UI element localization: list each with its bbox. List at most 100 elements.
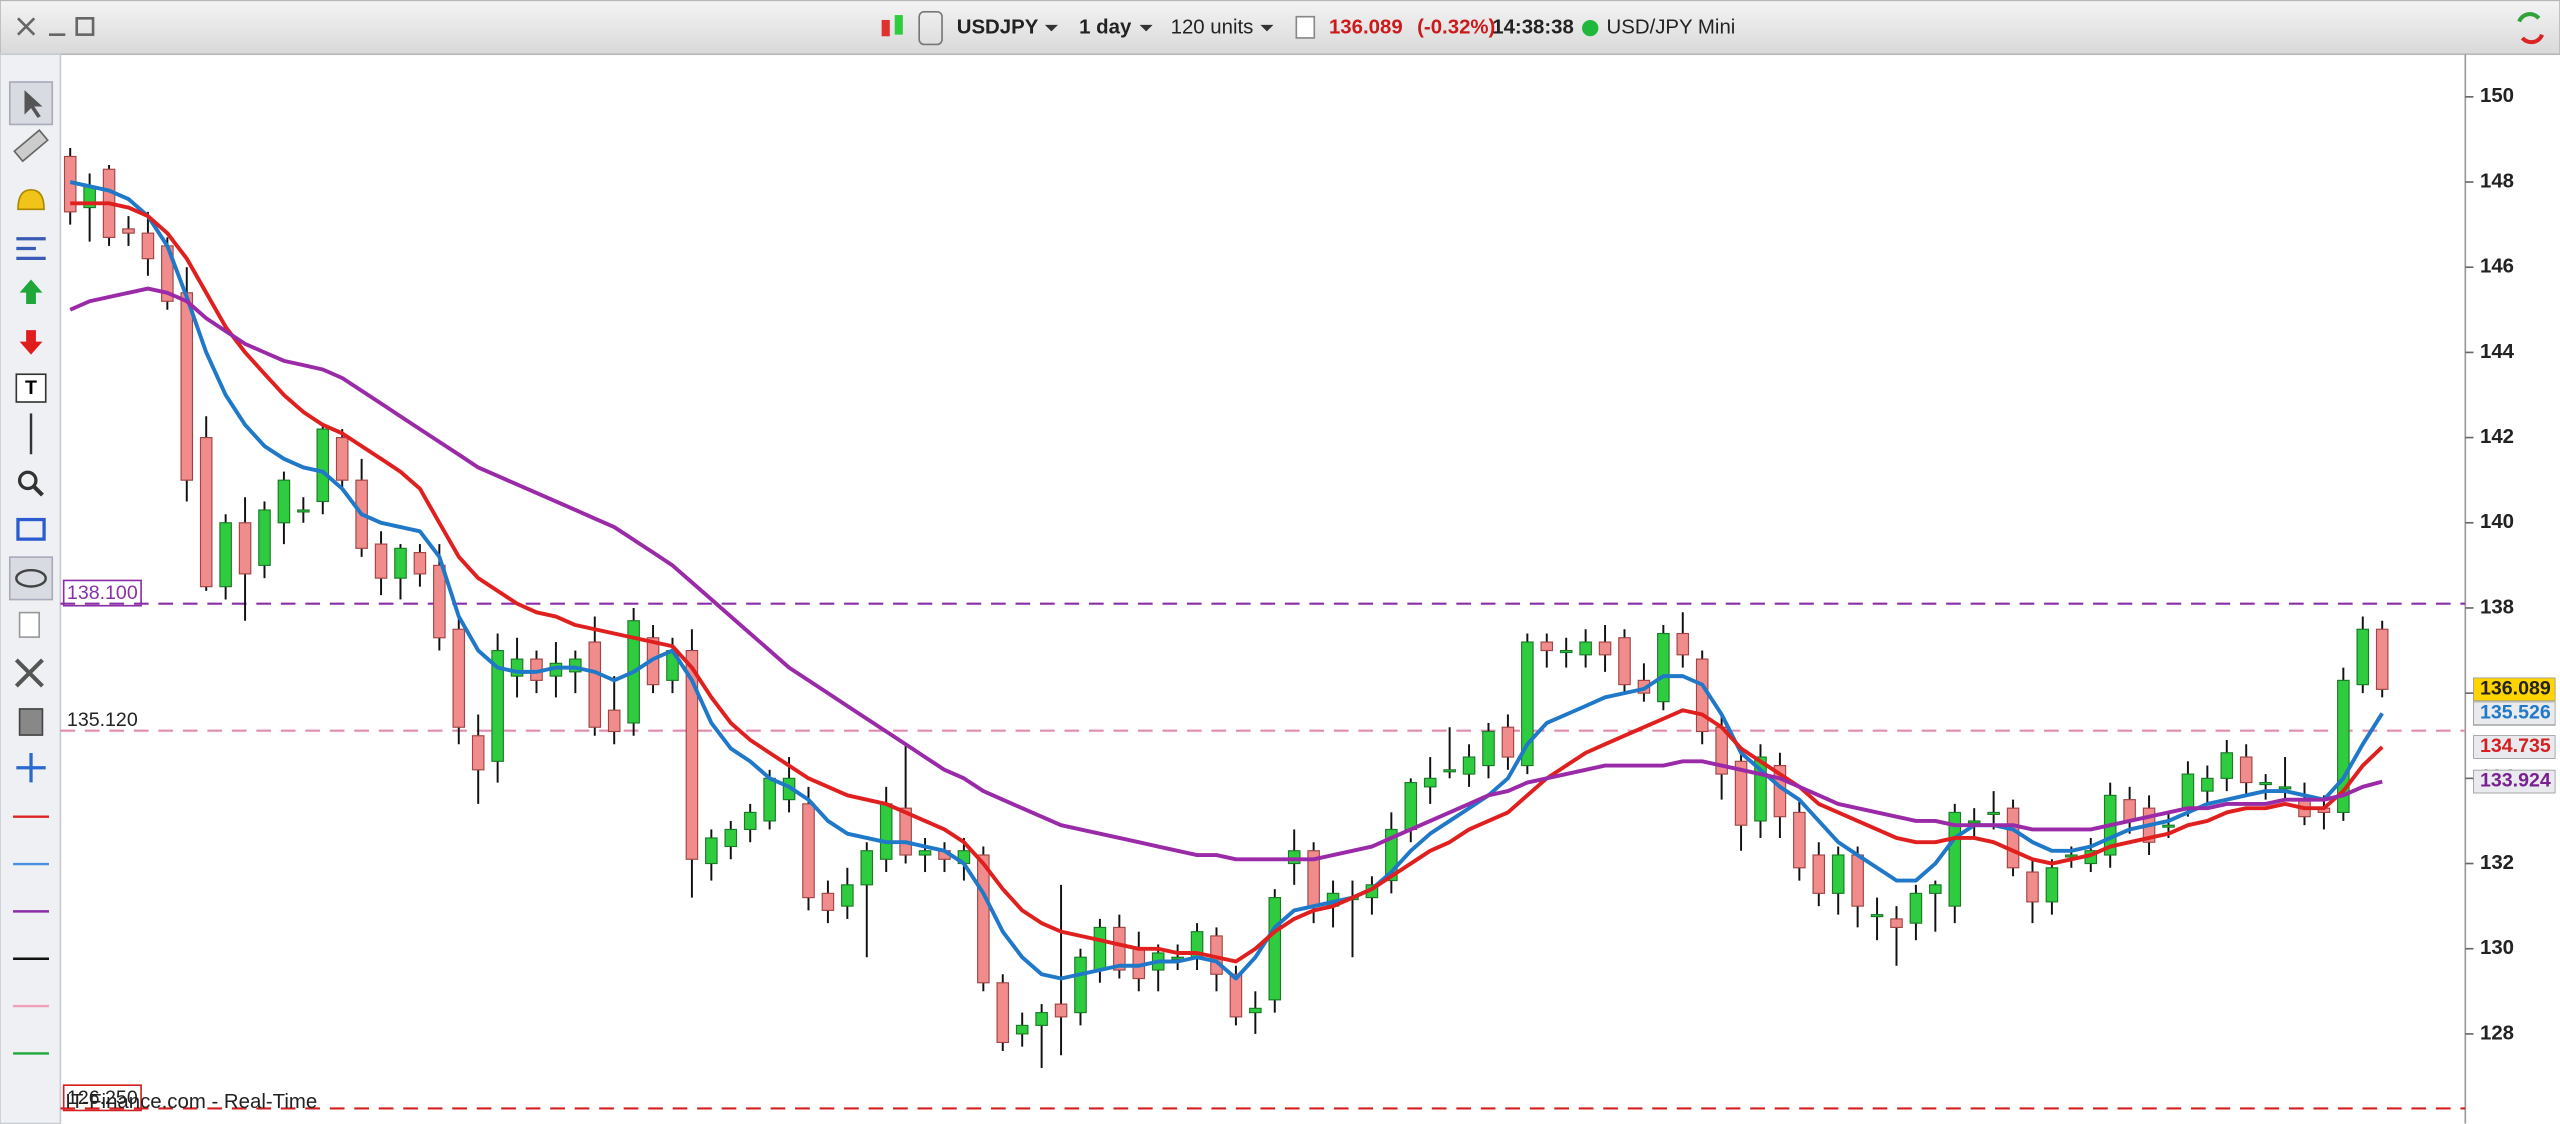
status-dot [1582,19,1599,37]
overlay-value-tag-box [2473,735,2556,759]
candle-body [1987,811,2000,815]
candle-body [2006,807,2020,869]
overlay-layer: 138.100 135.120 126.250 [62,579,142,1112]
candle-body [588,641,602,728]
candle-body [918,850,932,856]
last-price-tag: 136.089 [2480,678,2551,700]
candle-body [1540,641,1554,652]
candle-body [491,649,504,762]
candle-body [996,982,1010,1043]
crosshair-tool[interactable] [16,753,46,783]
candle-body [258,509,271,566]
candle-body [743,811,757,831]
candle-body [394,547,407,579]
candle-body [452,628,466,728]
level-label: 135.120 [67,709,138,731]
candle-body [1443,769,1456,773]
candle-body [277,479,291,524]
candle-body [1598,641,1612,656]
buy-tool[interactable] [19,279,43,305]
delete-tool[interactable] [18,708,44,736]
y-tick-label: 140 [2480,511,2514,533]
candle-body [1812,854,1826,894]
candle-body [2278,786,2292,790]
overlay-value-tag: 134.735 [2480,735,2551,757]
candle-body [1423,777,1437,788]
candle-body [1657,632,1670,703]
candle-body [1385,828,1398,882]
zoom-tool[interactable] [17,470,38,491]
y-tick-label: 142 [2480,426,2514,448]
candle-body [607,709,621,733]
candle-body [335,437,349,481]
candle-body [879,803,893,860]
candle-body [1559,649,1573,654]
instrument-name: USD/JPY Mini [1607,17,1736,39]
units-select[interactable]: 120 units [1171,17,1254,39]
y-tick-label: 148 [2480,170,2514,192]
chart-type-icon[interactable] [881,15,903,37]
copy-tool[interactable] [18,611,40,638]
alert-tool[interactable] [17,188,45,211]
candle-body [219,522,232,588]
candle-body [763,777,776,822]
candle-body [841,884,854,907]
dropdown-arrow[interactable] [1044,24,1058,32]
y-tick-label: 128 [2480,1022,2514,1044]
candle-body [2045,867,2059,903]
window-controls[interactable] [17,17,95,36]
candle-body [1695,658,1709,733]
candle-body [413,552,427,575]
text-tool[interactable] [15,373,47,403]
dropdown-arrow[interactable] [1139,24,1153,32]
y-tick-label: 132 [2480,852,2514,874]
candle-body [1462,756,1476,775]
level-label: 126.250 [67,1087,138,1109]
eye-icon [15,568,47,588]
dropdown-arrow[interactable] [1260,24,1274,32]
y-tick-label: 138 [2480,596,2514,618]
candle-body [1890,918,1903,928]
fib-tool[interactable] [16,237,46,260]
candle-body [724,828,738,848]
level-label-box [62,579,142,607]
candle-body [297,509,310,513]
link-icon[interactable] [918,10,943,46]
candle-body [1851,854,1864,907]
candle-body [1929,884,1942,894]
moving-average-line [70,201,2384,964]
candle-body [2026,871,2039,903]
symbol-select[interactable]: USDJPY [957,17,1039,39]
watermark: IT-Finance.com - Real-Time [65,1091,317,1113]
candle-body [1113,926,1126,971]
ruler-tool[interactable] [13,129,49,163]
candle-body [2181,773,2195,809]
candle-body [2356,628,2370,686]
candle-body [374,543,388,579]
select-area-tool[interactable] [16,517,46,541]
candle-body [1870,914,1884,918]
candle-body [802,803,815,899]
candle-body [141,232,155,260]
y-tick-label: 130 [2480,937,2514,959]
toolbar [0,0,2560,56]
candle-body [1967,820,1981,824]
pointer-icon [24,90,43,118]
price-change: (-0.32%) [1417,17,1495,39]
candle-body [1035,1012,1048,1026]
interval-select[interactable]: 1 day [1079,17,1132,39]
tools-tool[interactable] [14,658,44,688]
candle-body [1793,811,1806,869]
candle-body [2123,799,2136,822]
candle-body [471,735,485,771]
candle-body [2201,777,2214,792]
moving-average-line [69,286,2383,862]
y-tick-label: 146 [2480,256,2514,278]
info-icon[interactable] [1295,15,1316,39]
refresh-icon[interactable] [2517,12,2544,45]
candle-body [2220,752,2234,779]
sell-tool[interactable] [19,330,43,355]
candle-body [821,892,835,911]
zoom-tool-handle [32,485,44,497]
